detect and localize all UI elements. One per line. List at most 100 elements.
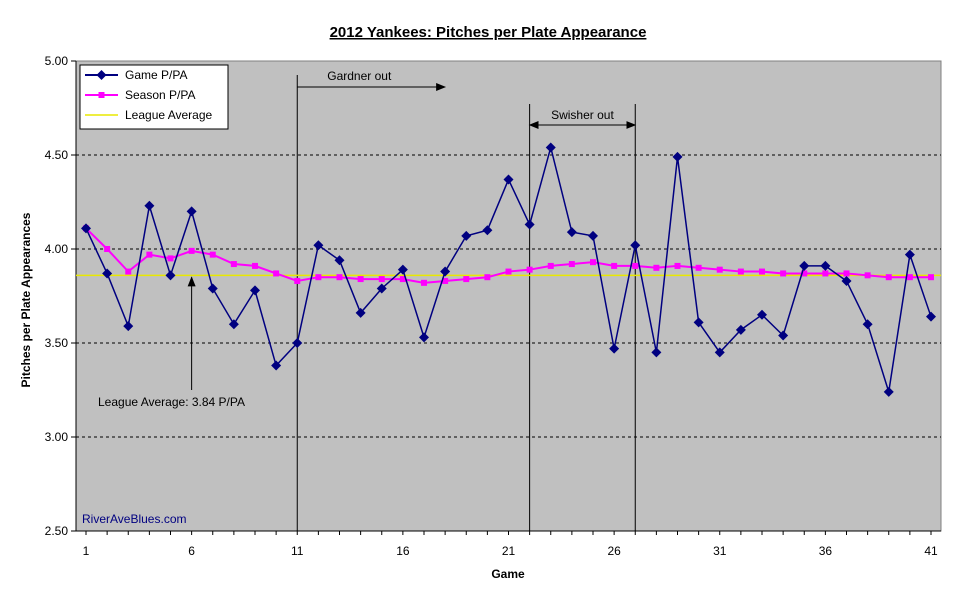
- chart-title: 2012 Yankees: Pitches per Plate Appearan…: [330, 24, 647, 41]
- season-ppa-point: [252, 262, 258, 269]
- game-ppa-point: [693, 317, 704, 328]
- season-ppa-point: [188, 247, 195, 254]
- game-ppa-point: [207, 283, 218, 294]
- swisher-out-label: Swisher out: [551, 108, 614, 122]
- game-ppa-point: [883, 386, 894, 397]
- game-ppa-point: [250, 285, 260, 296]
- game-ppa-point: [81, 223, 91, 234]
- game-ppa-point: [735, 324, 746, 335]
- game-ppa-point: [397, 264, 408, 275]
- game-ppa-point: [440, 266, 451, 277]
- gardner-out-label: Gardner out: [327, 69, 392, 83]
- season-ppa-point: [928, 274, 934, 281]
- season-ppa-point: [674, 262, 681, 269]
- season-ppa-point: [526, 266, 533, 273]
- game-ppa-point: [524, 219, 535, 230]
- y-tick-label: 3.00: [45, 430, 69, 444]
- game-ppa-point: [862, 319, 873, 330]
- game-ppa-point: [566, 227, 577, 238]
- x-tick-label: 11: [291, 544, 304, 558]
- game-ppa-point: [545, 142, 556, 153]
- game-ppa-point: [123, 321, 134, 332]
- season-ppa-point: [399, 276, 406, 283]
- season-ppa-point: [421, 279, 427, 286]
- season-ppa-point: [505, 268, 512, 275]
- y-tick-label: 5.00: [45, 54, 69, 68]
- gridlines: [76, 154, 941, 438]
- season-ppa-point: [843, 270, 850, 277]
- season-ppa-point: [864, 272, 871, 279]
- season-ppa-point: [780, 270, 787, 277]
- x-tick-label: 26: [607, 544, 621, 558]
- season-ppa-point: [209, 251, 216, 258]
- game-ppa-point: [313, 240, 324, 251]
- season-ppa-point: [906, 274, 913, 281]
- y-tick-label: 3.50: [45, 336, 69, 350]
- season-ppa-point: [653, 264, 660, 271]
- game-ppa-point: [799, 260, 810, 271]
- series-game-ppa: [81, 142, 936, 397]
- season-ppa-point: [357, 276, 364, 283]
- game-ppa-point: [355, 307, 366, 318]
- y-axis-title: Pitches per Plate Appearances: [19, 212, 33, 387]
- y-tick-label: 4.50: [45, 148, 69, 162]
- game-ppa-point: [186, 206, 197, 217]
- season-ppa-point: [737, 268, 744, 275]
- game-ppa-point: [144, 200, 155, 211]
- game-ppa-point: [904, 249, 915, 260]
- game-ppa-point: [672, 151, 683, 162]
- game-ppa-point: [630, 240, 641, 251]
- season-ppa-point: [167, 255, 174, 262]
- x-tick-label: 6: [188, 544, 195, 558]
- plot-area: [75, 60, 942, 532]
- league-average-label: League Average: 3.84 P/PA: [98, 395, 245, 409]
- game-ppa-point: [271, 360, 282, 371]
- season-ppa-point: [547, 262, 554, 269]
- watermark: RiverAveBlues.com: [82, 512, 186, 526]
- game-ppa-point: [588, 230, 598, 241]
- season-ppa-point: [822, 270, 829, 277]
- game-ppa-point: [757, 309, 767, 320]
- season-ppa-point: [885, 274, 892, 281]
- legend-marker-diamond: [96, 70, 107, 80]
- season-ppa-point: [716, 266, 723, 273]
- season-ppa-point: [463, 276, 470, 283]
- game-ppa-point: [778, 330, 789, 341]
- game-ppa-point: [102, 268, 113, 279]
- game-ppa-point: [714, 347, 725, 358]
- season-ppa-point: [442, 277, 449, 284]
- y-tick-label: 2.50: [45, 524, 69, 538]
- game-ppa-point: [419, 332, 429, 343]
- y-tick-label: 4.00: [45, 242, 69, 256]
- season-ppa-point: [315, 274, 322, 281]
- game-ppa-point: [228, 319, 239, 330]
- game-ppa-point: [841, 275, 852, 286]
- season-ppa-point: [611, 262, 618, 269]
- season-ppa-point: [146, 251, 153, 258]
- legend-marker-square: [98, 92, 105, 98]
- legend: Game P/PA Season P/PA League Average: [79, 64, 229, 130]
- legend-label: League Average: [125, 108, 213, 122]
- season-ppa-point: [568, 261, 575, 268]
- series-season-ppa: [83, 225, 934, 286]
- game-ppa-point: [503, 174, 514, 185]
- x-tick-label: 31: [713, 544, 727, 558]
- x-axis: 1 6 11 16 21 26 31 36 41: [76, 530, 941, 558]
- x-tick-label: 36: [819, 544, 833, 558]
- game-ppa-point: [926, 311, 936, 322]
- y-axis: 2.50 3.00 3.50 4.00 4.50 5.00: [45, 54, 77, 538]
- season-ppa-point: [484, 274, 491, 281]
- season-ppa-point: [336, 274, 343, 281]
- season-ppa-point: [294, 277, 301, 284]
- season-ppa-point: [273, 270, 280, 277]
- season-ppa-point: [759, 268, 765, 275]
- game-ppa-point: [461, 230, 472, 241]
- game-ppa-point: [651, 347, 662, 358]
- x-tick-label: 41: [924, 544, 938, 558]
- game-ppa-point: [334, 255, 345, 266]
- game-ppa-point: [292, 338, 303, 348]
- legend-label: Game P/PA: [125, 68, 187, 82]
- season-ppa-point: [590, 259, 596, 266]
- legend-label: Season P/PA: [125, 88, 196, 102]
